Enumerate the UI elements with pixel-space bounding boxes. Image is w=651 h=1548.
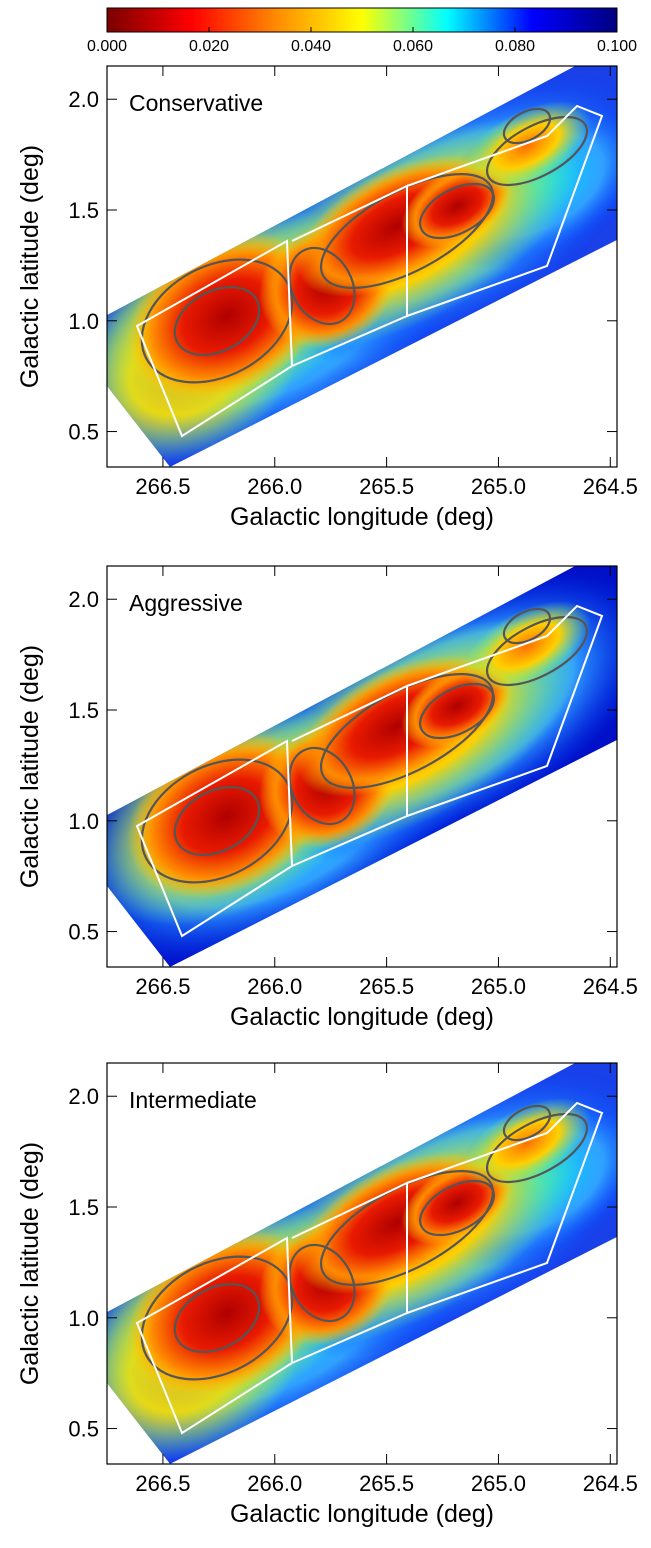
y-axis-label: Galactic latitude (deg) (16, 1142, 44, 1385)
contour (419, 1179, 495, 1237)
contour (485, 615, 589, 687)
y-tick-label: 0.5 (68, 1417, 99, 1442)
colorbar-tick-label: 0.000 (87, 38, 127, 55)
colorbar-tick-label: 0.020 (189, 38, 229, 55)
x-axis-label: Galactic longitude (deg) (230, 503, 494, 531)
contour (419, 182, 495, 240)
contour (288, 746, 356, 826)
heatmap (107, 1063, 617, 1464)
y-tick-label: 2.0 (68, 87, 99, 112)
contour (140, 1255, 294, 1381)
region-outline (135, 604, 604, 938)
plot-frame (106, 65, 618, 468)
x-tick-label: 265.0 (471, 974, 526, 999)
contour (485, 115, 589, 187)
heatmap (107, 566, 617, 967)
x-axis-label: Galactic longitude (deg) (230, 1003, 494, 1031)
x-tick-label: 265.0 (471, 1471, 526, 1496)
contour (288, 1243, 356, 1323)
x-tick-label: 264.5 (583, 1471, 638, 1496)
x-tick-label: 266.0 (247, 974, 302, 999)
x-tick-label: 266.5 (135, 974, 190, 999)
x-tick-label: 265.5 (359, 1471, 414, 1496)
y-tick-label: 1.0 (68, 309, 99, 334)
y-tick-label: 1.5 (68, 698, 99, 723)
region-outline (135, 1101, 604, 1435)
y-tick-label: 0.5 (68, 920, 99, 945)
x-tick-label: 265.0 (471, 474, 526, 499)
x-tick-label: 264.5 (583, 474, 638, 499)
contours (140, 1104, 589, 1381)
y-tick-label: 2.0 (68, 587, 99, 612)
colorbar-tick-label: 0.060 (393, 38, 433, 55)
contour (173, 286, 261, 356)
contour (140, 258, 294, 384)
contour (173, 786, 261, 856)
contour (502, 1104, 552, 1142)
panel-title: Conservative (129, 90, 263, 116)
contour (140, 758, 294, 884)
contours (140, 107, 589, 384)
y-tick-label: 1.5 (68, 1195, 99, 1220)
colorbar-tick-label: 0.080 (495, 38, 535, 55)
panel-title: Intermediate (129, 1087, 257, 1113)
heatmap (107, 66, 617, 467)
colorbar-tick-label: 0.100 (597, 38, 637, 55)
contour (502, 607, 552, 645)
contour (502, 107, 552, 145)
x-tick-label: 266.0 (247, 474, 302, 499)
x-tick-label: 265.5 (359, 974, 414, 999)
y-tick-label: 0.5 (68, 420, 99, 445)
colorbar (106, 7, 618, 33)
y-tick-label: 1.0 (68, 809, 99, 834)
x-tick-label: 266.0 (247, 1471, 302, 1496)
contour (485, 1112, 589, 1184)
x-tick-label: 266.5 (135, 1471, 190, 1496)
y-axis-label: Galactic latitude (deg) (16, 145, 44, 388)
plot-frame (106, 1062, 618, 1465)
contour (288, 246, 356, 326)
colorbar-tick-label: 0.040 (291, 38, 331, 55)
x-tick-label: 266.5 (135, 474, 190, 499)
x-axis-label: Galactic longitude (deg) (230, 1500, 494, 1528)
x-tick-label: 265.5 (359, 474, 414, 499)
x-tick-label: 264.5 (583, 974, 638, 999)
y-tick-label: 2.0 (68, 1084, 99, 1109)
panel-title: Aggressive (129, 590, 243, 616)
y-tick-label: 1.0 (68, 1306, 99, 1331)
y-tick-label: 1.5 (68, 198, 99, 223)
plot-frame (106, 565, 618, 968)
region-outline (135, 104, 604, 438)
contour (173, 1283, 261, 1353)
contour (419, 682, 495, 740)
y-axis-label: Galactic latitude (deg) (16, 645, 44, 888)
